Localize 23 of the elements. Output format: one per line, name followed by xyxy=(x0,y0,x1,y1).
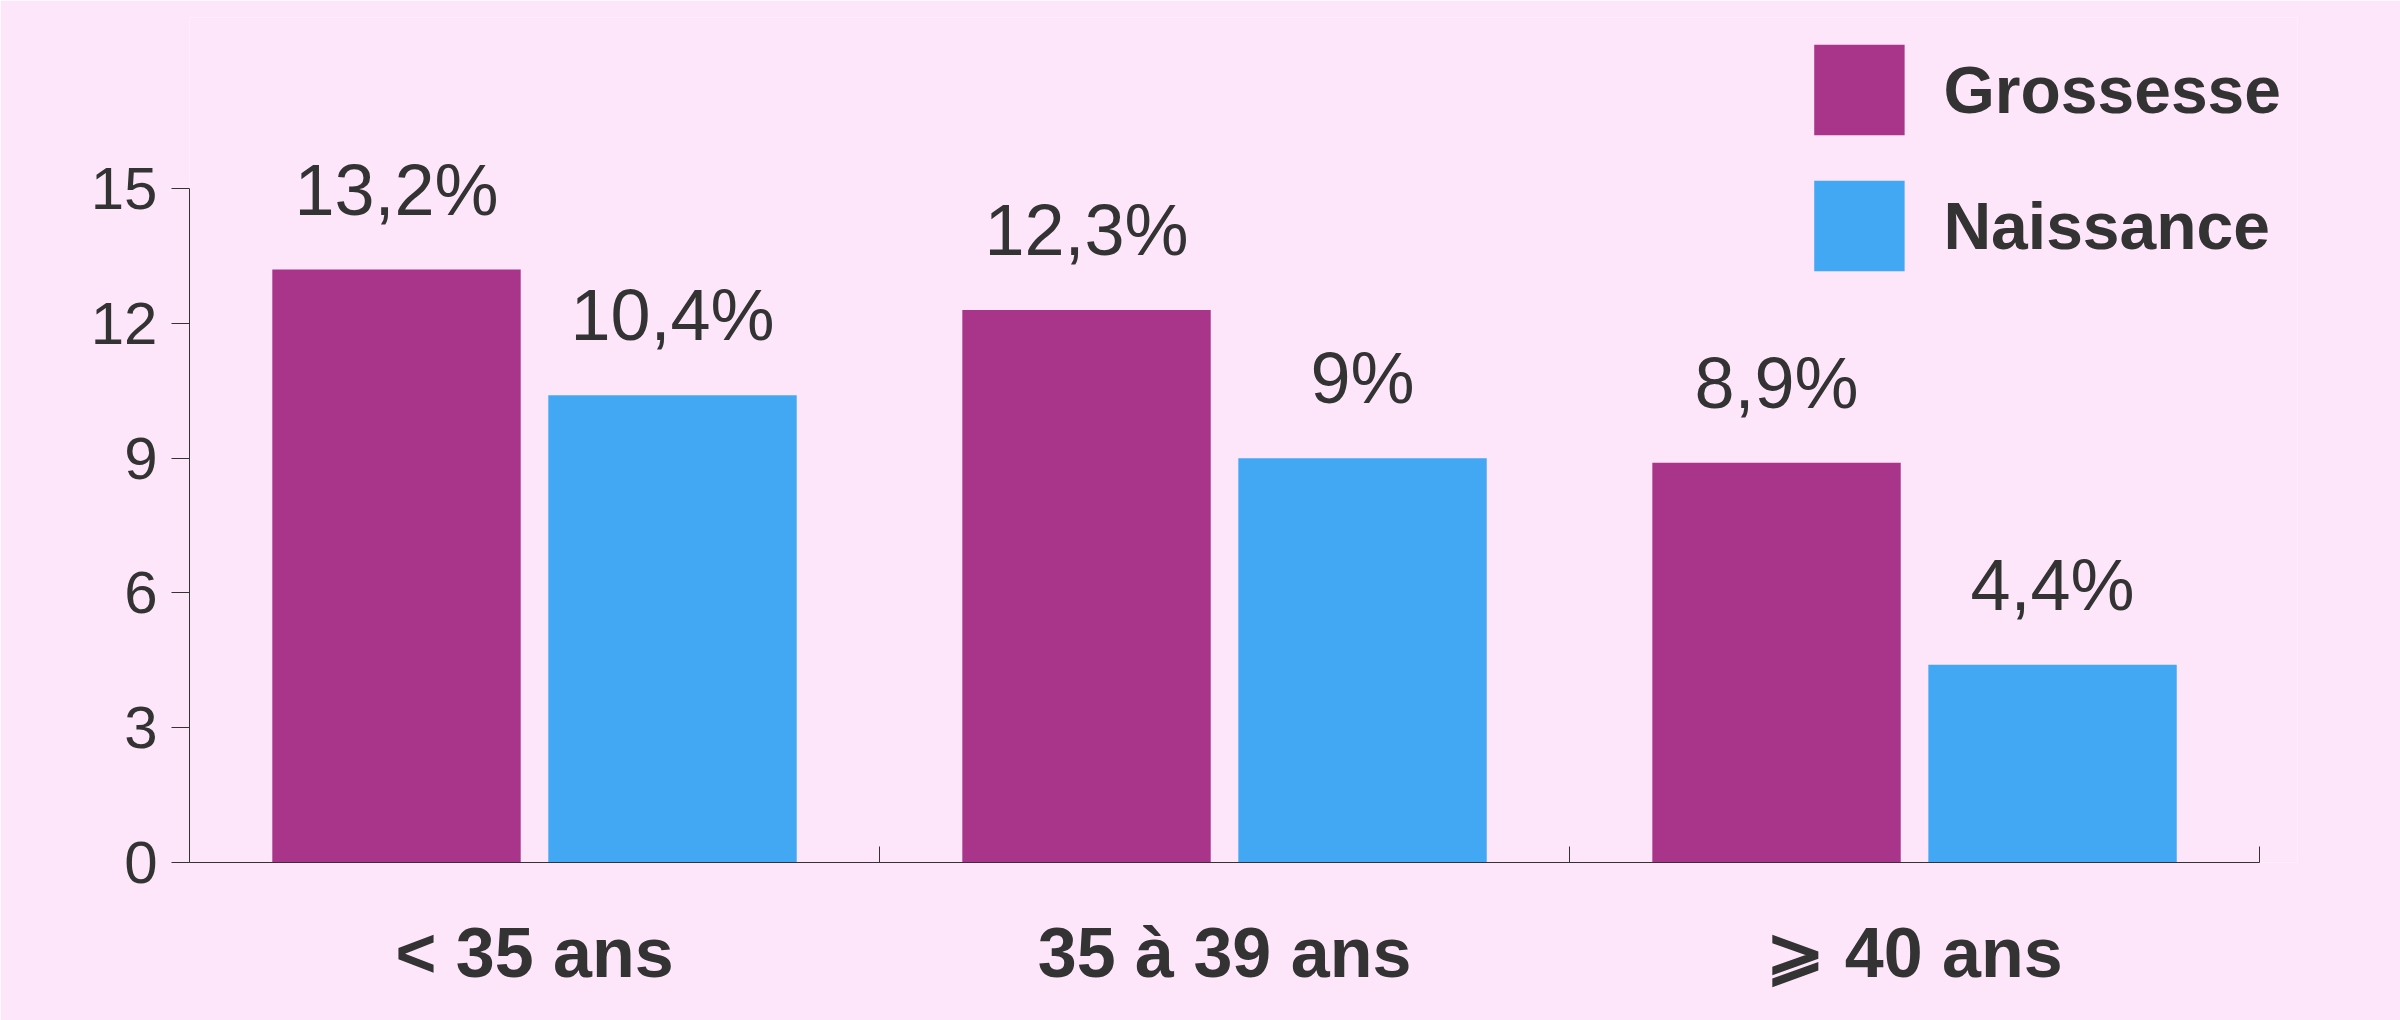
bar xyxy=(1652,462,1901,863)
data-label: 9% xyxy=(1310,338,1415,419)
data-label: 8,9% xyxy=(1694,342,1859,423)
bar xyxy=(1928,664,2177,863)
y-tick-label: 0 xyxy=(124,829,158,896)
x-tick-label: 35 à 39 ans xyxy=(1037,913,1412,992)
y-tick-label: 12 xyxy=(90,289,158,357)
data-label: 13,2% xyxy=(294,149,499,230)
bar xyxy=(548,395,797,863)
legend-label: Naissance xyxy=(1943,187,2270,265)
y-tick-label: 15 xyxy=(90,155,158,223)
data-label: 4,4% xyxy=(1970,544,2135,625)
x-tick-label: < 35 ans xyxy=(395,913,674,992)
bar xyxy=(272,269,521,863)
y-tick-label: 9 xyxy=(124,424,158,492)
y-tick-label: 6 xyxy=(124,559,158,627)
legend-label: Grossesse xyxy=(1943,51,2281,129)
data-label: 10,4% xyxy=(570,275,775,356)
bar xyxy=(1238,458,1487,863)
bar xyxy=(962,309,1211,863)
data-label: 12,3% xyxy=(984,189,1189,270)
y-tick-label: 3 xyxy=(124,694,158,762)
x-tick-label: ⩾ 40 ans xyxy=(1766,913,2063,992)
